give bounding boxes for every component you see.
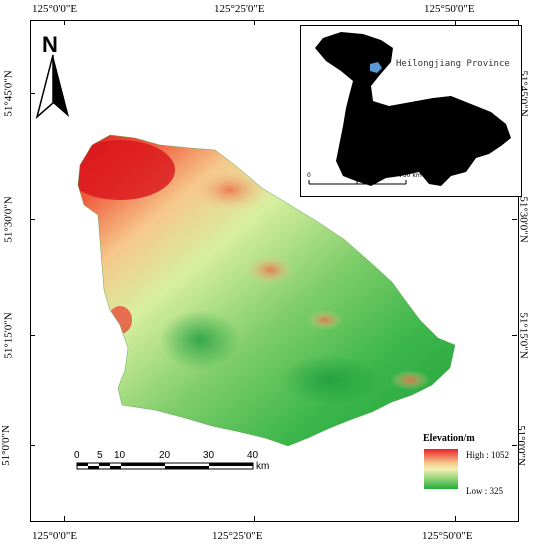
graticule-tick	[512, 219, 517, 220]
scale-unit: km	[256, 461, 270, 472]
bottom-longitude-label: 125°0'0"E	[32, 530, 78, 542]
bottom-longitude-label: 125°25'0"E	[212, 530, 263, 542]
graticule-tick	[30, 93, 35, 94]
graticule-tick	[512, 445, 517, 446]
inset-scale-label: 0	[307, 172, 311, 179]
inset-map: Heilongjiang Province 0 375 750 km	[300, 25, 522, 197]
graticule-tick	[455, 516, 456, 521]
graticule-tick	[64, 20, 65, 25]
top-longitude-label: 125°50'0"E	[424, 3, 475, 15]
north-letter: N	[42, 32, 58, 57]
graticule-tick	[455, 20, 456, 25]
scale-label: 10	[114, 450, 126, 461]
bottom-longitude-label: 125°50'0"E	[422, 530, 473, 542]
scale-label: 20	[159, 450, 171, 461]
legend-title: Elevation/m	[423, 433, 475, 444]
province-shape	[308, 32, 511, 186]
legend-high-label: High : 1052	[466, 450, 510, 460]
graticule-tick	[30, 219, 35, 220]
scale-label: 5	[97, 450, 103, 461]
graticule-tick	[254, 20, 255, 25]
north-arrow-icon	[35, 55, 69, 120]
scale-label: 0	[74, 450, 80, 461]
graticule-tick	[254, 516, 255, 521]
top-longitude-label: 125°25'0"E	[214, 3, 265, 15]
graticule-tick	[30, 335, 35, 336]
graticule-tick	[64, 516, 65, 521]
scale-label: 30	[203, 450, 215, 461]
legend-color-ramp	[424, 449, 458, 489]
top-longitude-label: 125°0'0"E	[32, 3, 78, 15]
scale-label: 40	[247, 450, 259, 461]
graticule-tick	[512, 335, 517, 336]
inset-scale-label: 750 km	[399, 172, 422, 179]
inset-scale-label: 375	[351, 172, 363, 179]
province-label: Heilongjiang Province	[396, 59, 510, 69]
graticule-tick	[30, 445, 35, 446]
scale-bar	[76, 462, 254, 470]
legend-low-label: Low : 325	[466, 486, 503, 496]
